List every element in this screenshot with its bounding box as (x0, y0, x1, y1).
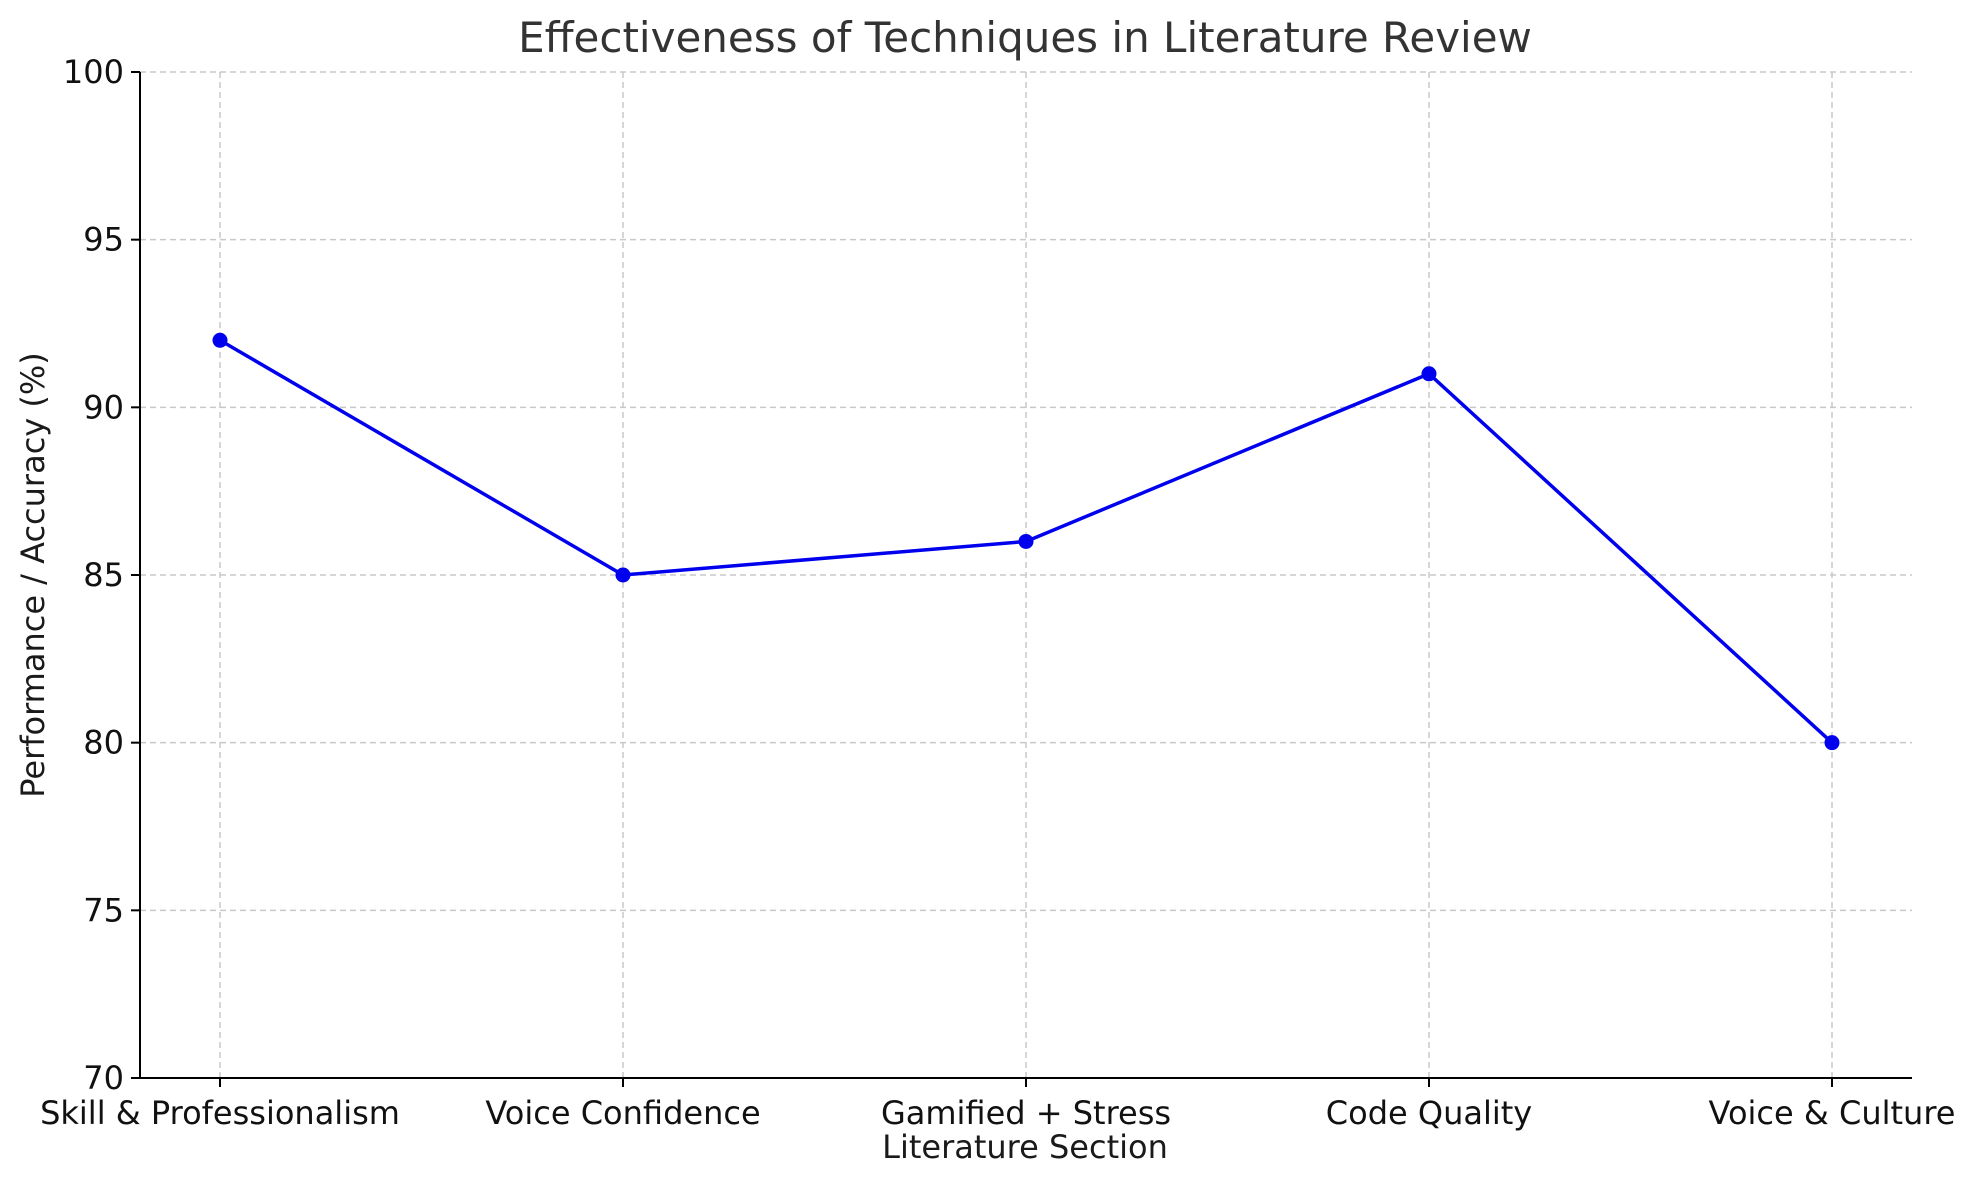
y-tick-label: 90 (83, 388, 124, 426)
y-tick-label: 85 (83, 556, 124, 594)
data-point (1018, 533, 1034, 549)
x-tick-label: Gamified + Stress (881, 1094, 1171, 1132)
x-tick-label: Voice & Culture (1709, 1094, 1956, 1132)
y-tick-label: 100 (63, 53, 124, 91)
series (212, 332, 1840, 751)
data-point (615, 567, 631, 583)
y-tick-label: 95 (83, 221, 124, 259)
x-axis-label: Literature Section (882, 1128, 1168, 1166)
data-point (212, 332, 228, 348)
y-axis-label: Performance / Accuracy (%) (14, 352, 52, 798)
y-tick-label: 80 (83, 724, 124, 762)
x-tick-label: Voice Confidence (485, 1094, 760, 1132)
y-tick-label: 70 (83, 1059, 124, 1097)
data-point (1421, 366, 1437, 382)
x-tick-label: Code Quality (1326, 1094, 1532, 1132)
chart-title: Effectiveness of Techniques in Literatur… (518, 13, 1532, 62)
y-ticks: 70 75 80 85 90 95 100 (63, 53, 140, 1097)
x-tick-label: Skill & Professionalism (40, 1094, 400, 1132)
data-point (1824, 735, 1840, 751)
x-ticks: Skill & Professionalism Voice Confidence G… (40, 1078, 1955, 1132)
grid-lines (140, 71, 1912, 1078)
y-tick-label: 75 (83, 891, 124, 929)
